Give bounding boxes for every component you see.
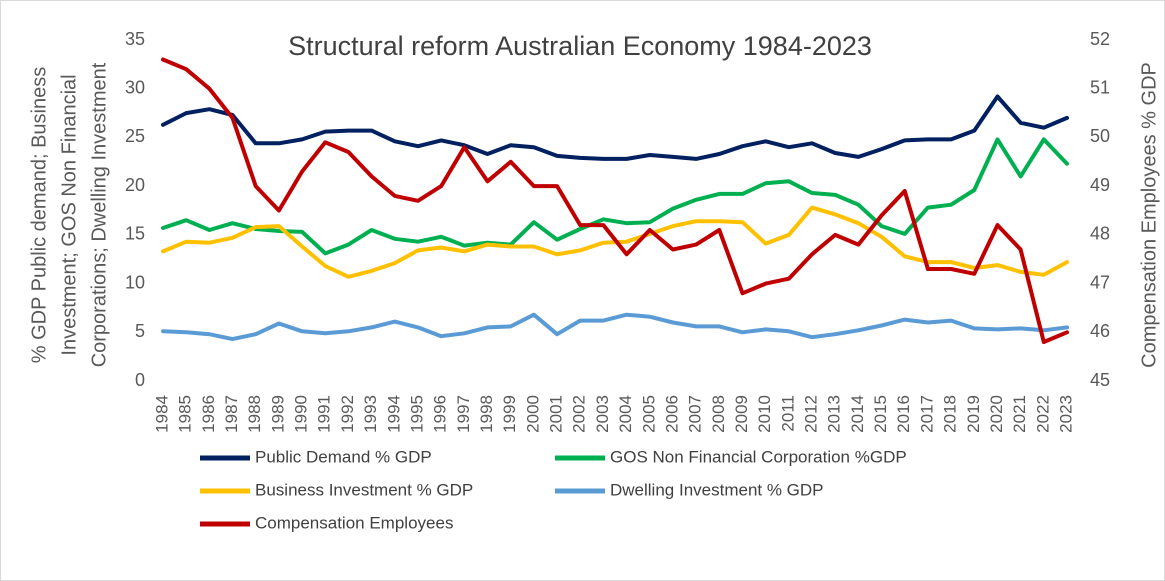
x-tick-label: 2000: [523, 395, 542, 433]
legend-label: Business Investment % GDP: [255, 480, 473, 499]
x-tick-label: 2021: [1010, 395, 1029, 433]
x-tick-label: 2009: [732, 395, 751, 433]
y2-tick-label: 52: [1090, 29, 1110, 49]
series-line: [161, 94, 1069, 161]
series-line: [161, 57, 1069, 344]
x-tick-label: 2020: [987, 395, 1006, 433]
y-tick-label: 35: [125, 29, 145, 49]
x-tick-label: 2002: [570, 395, 589, 433]
x-tick-label: 2018: [941, 395, 960, 433]
legend-label: Compensation Employees: [255, 513, 453, 532]
x-tick-label: 1991: [315, 395, 334, 433]
x-tick-label: 2006: [662, 395, 681, 433]
y-axis-label: Investment; GOS Non Financial: [58, 74, 80, 355]
chart-title: Structural reform Australian Economy 198…: [288, 31, 872, 61]
x-tick-label: 2004: [616, 395, 635, 433]
x-tick-label: 2015: [871, 395, 890, 433]
x-tick-label: 2017: [917, 395, 936, 433]
series-line: [161, 137, 1069, 256]
x-tick-label: 1985: [176, 395, 195, 433]
x-tick-label: 1992: [338, 395, 357, 433]
x-tick-label: 2011: [778, 395, 797, 432]
x-tick-label: 1990: [292, 395, 311, 433]
y-axis-label: Corporations; Dwelling Investment: [88, 62, 110, 367]
x-tick-label: 1986: [199, 395, 218, 433]
x-tick-label: 2019: [964, 395, 983, 433]
x-tick-label: 2022: [1033, 395, 1052, 433]
x-tick-label: 1998: [477, 395, 496, 433]
x-tick-label: 1999: [500, 395, 519, 433]
x-tick-label: 1984: [152, 395, 171, 433]
y-tick-label: 0: [135, 370, 145, 390]
x-tick-label: 2016: [894, 395, 913, 433]
series-line: [161, 312, 1069, 342]
y2-tick-label: 45: [1090, 370, 1110, 390]
y2-axis-label: Compensation Employees % GDP: [1138, 62, 1160, 368]
y-tick-label: 15: [125, 224, 145, 244]
x-tick-label: 1988: [245, 395, 264, 433]
y-tick-label: 10: [125, 272, 145, 292]
x-tick-label: 2023: [1056, 395, 1075, 433]
x-tick-label: 2012: [802, 395, 821, 433]
legend-label: GOS Non Financial Corporation %GDP: [610, 447, 907, 466]
x-tick-label: 1993: [361, 395, 380, 433]
x-tick-label: 2005: [639, 395, 658, 433]
y2-tick-label: 47: [1090, 272, 1110, 292]
y-axis-label: % GDP Public demand; Business: [28, 67, 50, 363]
y-tick-label: 5: [135, 321, 145, 341]
y2-tick-label: 49: [1090, 175, 1110, 195]
y2-tick-label: 48: [1090, 224, 1110, 244]
legend-label: Public Demand % GDP: [255, 447, 432, 466]
x-tick-label: 1997: [454, 395, 473, 433]
y-tick-label: 20: [125, 175, 145, 195]
legend-label: Dwelling Investment % GDP: [610, 480, 824, 499]
x-tick-label: 2001: [547, 395, 566, 433]
x-tick-label: 1987: [222, 395, 241, 433]
x-tick-label: 2010: [755, 395, 774, 433]
y2-tick-label: 46: [1090, 321, 1110, 341]
x-tick-label: 1995: [407, 395, 426, 433]
x-tick-label: 2014: [848, 395, 867, 433]
x-tick-label: 2013: [825, 395, 844, 433]
x-tick-label: 2007: [686, 395, 705, 433]
x-tick-label: 1996: [431, 395, 450, 433]
y-tick-label: 25: [125, 126, 145, 146]
y2-tick-label: 51: [1090, 77, 1110, 97]
x-tick-label: 1994: [384, 395, 403, 433]
x-tick-label: 1989: [268, 395, 287, 433]
x-tick-label: 2008: [709, 395, 728, 433]
y2-tick-label: 50: [1090, 126, 1110, 146]
x-tick-label: 2003: [593, 395, 612, 433]
y-tick-label: 30: [125, 77, 145, 97]
